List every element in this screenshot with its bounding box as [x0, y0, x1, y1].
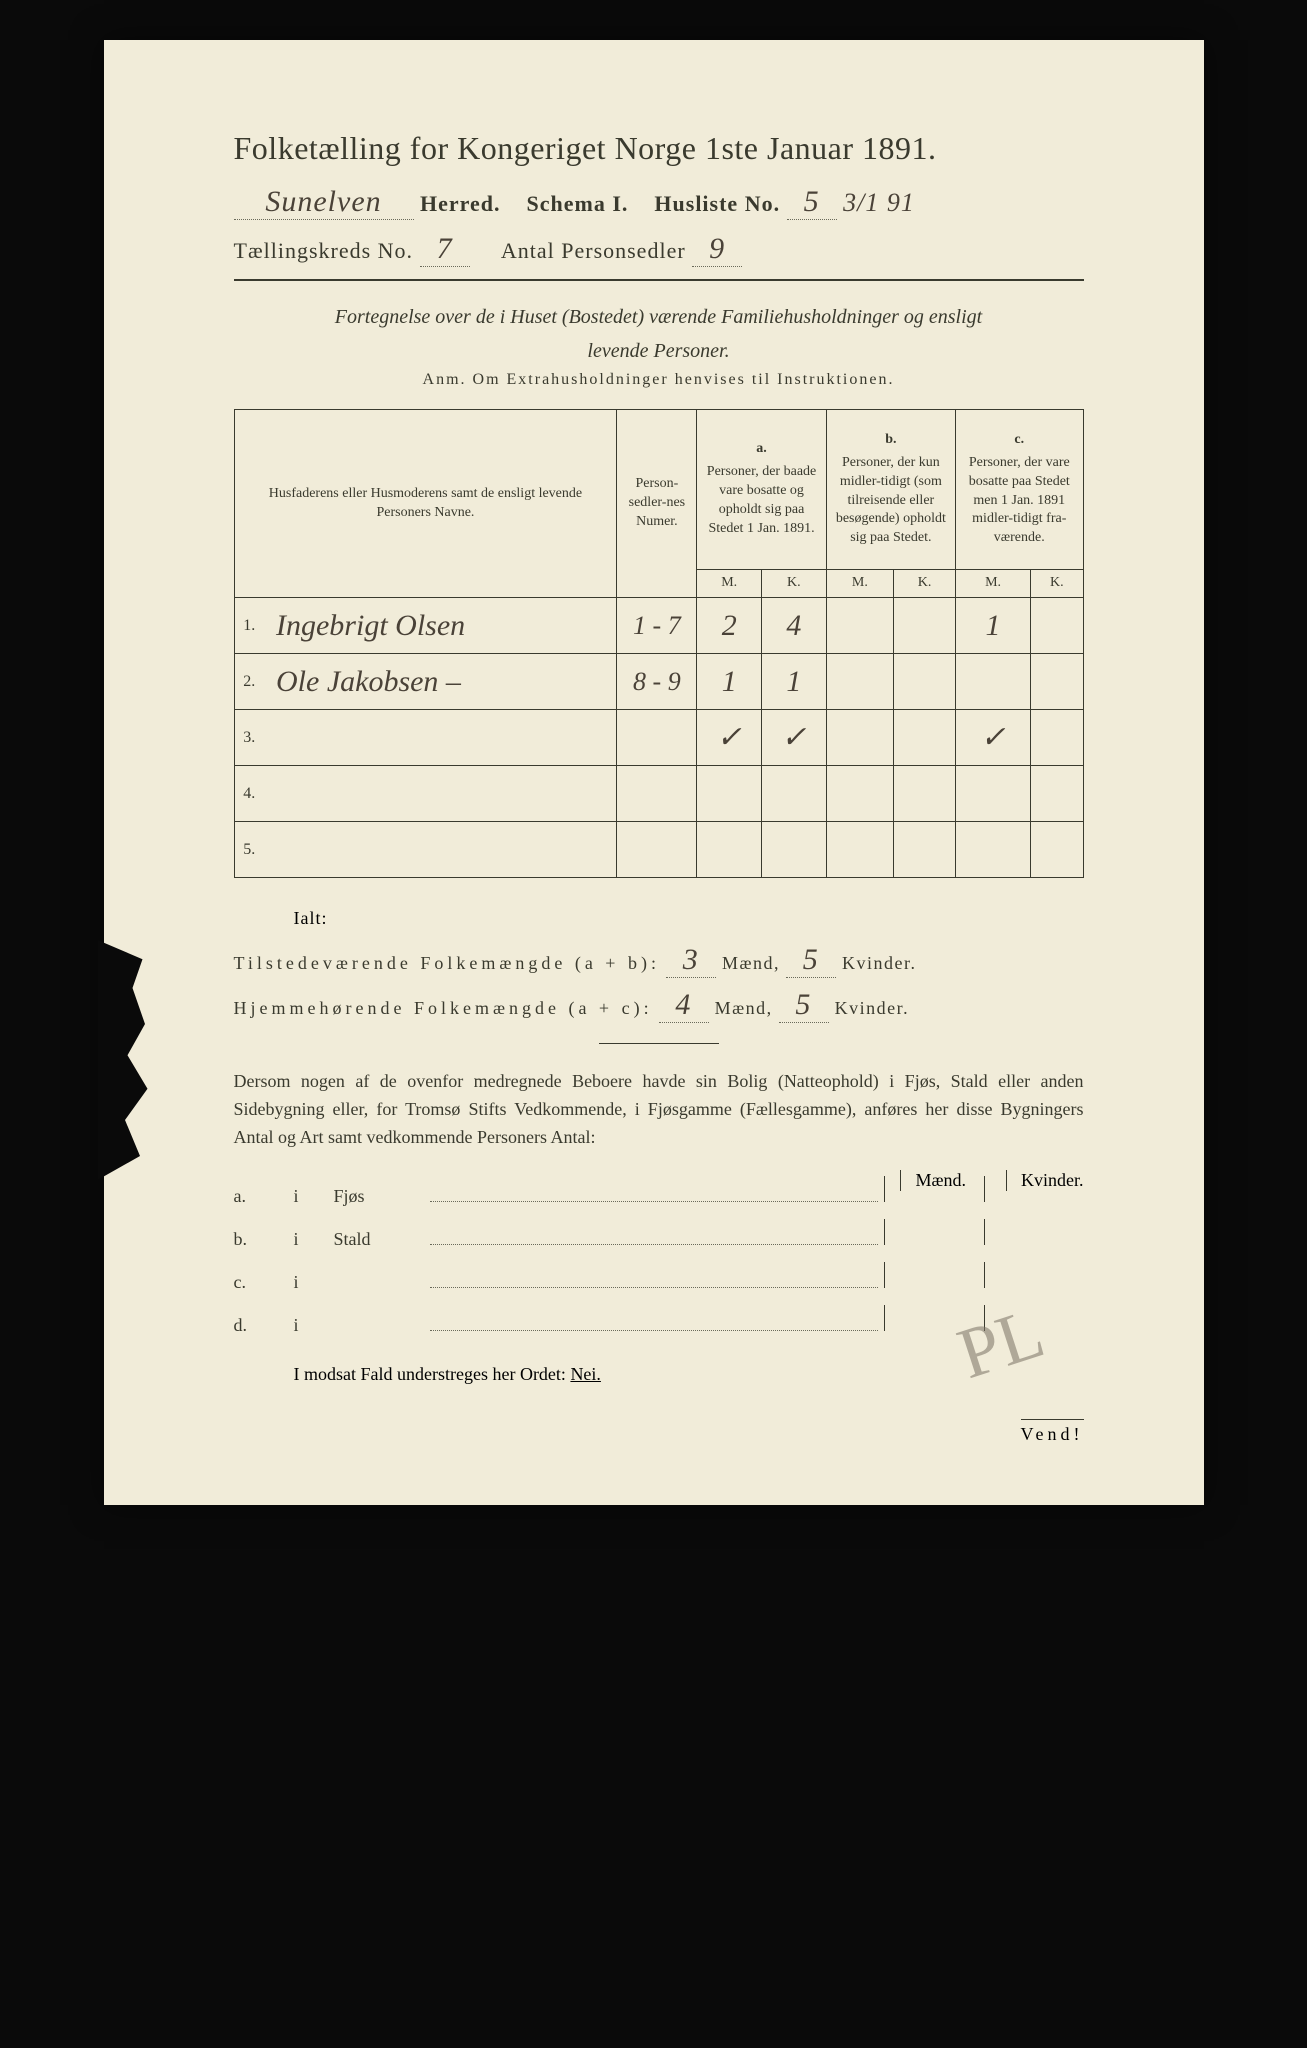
- main-title: Folketælling for Kongeriget Norge 1ste J…: [234, 130, 1084, 167]
- col-b-m: M.: [826, 570, 893, 598]
- person-numer: 1 - 7: [633, 611, 681, 640]
- resident-kvinder: 5: [779, 988, 829, 1023]
- col-b-header: b. Personer, der kun midler-tidigt (som …: [826, 410, 955, 570]
- herred-label: Herred.: [420, 191, 501, 216]
- cell-cM: ✓: [980, 721, 1005, 754]
- bldg-letter: c.: [234, 1272, 294, 1293]
- kreds-label: Tællingskreds No.: [234, 238, 414, 263]
- row-number: 1.: [234, 598, 264, 654]
- bldg-m-cell: [884, 1219, 984, 1245]
- col-c-m: M.: [956, 570, 1031, 598]
- kreds-no: 7: [420, 232, 470, 267]
- row-number: 2.: [234, 654, 264, 710]
- bldg-i: i: [294, 1229, 334, 1250]
- bldg-i: i: [294, 1315, 334, 1336]
- person-numer: 8 - 9: [633, 667, 681, 696]
- cell-aM: 2: [722, 609, 737, 642]
- building-row: b.iStald: [234, 1219, 1084, 1250]
- col-a-header: a. Personer, der baade vare bosatte og o…: [697, 410, 826, 570]
- bldg-m-cell: [884, 1262, 984, 1288]
- bldg-type: Fjøs: [334, 1186, 424, 1207]
- ialt-label: Ialt:: [294, 908, 1084, 929]
- antal-value: 9: [692, 232, 742, 267]
- person-name: Ole Jakobsen –: [276, 665, 461, 698]
- bldg-dots: [430, 1188, 878, 1202]
- herred-line: Sunelven Herred. Schema I. Husliste No. …: [234, 185, 1084, 220]
- bldg-i: i: [294, 1272, 334, 1293]
- table-row: 3. ✓ ✓ ✓: [234, 710, 1083, 766]
- husliste-label: Husliste No.: [654, 191, 780, 216]
- description-line1: Fortegnelse over de i Huset (Bostedet) v…: [234, 303, 1084, 331]
- col-numer-header: Person-sedler-nes Numer.: [617, 410, 697, 598]
- row-number: 4.: [234, 766, 264, 822]
- herred-value: Sunelven: [234, 185, 414, 220]
- vend-label: Vend!: [1021, 1419, 1084, 1445]
- bldg-letter: b.: [234, 1229, 294, 1250]
- bldg-type: Stald: [334, 1229, 424, 1250]
- bldg-i: i: [294, 1186, 334, 1207]
- census-form-page: Folketælling for Kongeriget Norge 1ste J…: [104, 40, 1204, 1505]
- col-b-k: K.: [894, 570, 956, 598]
- row-number: 5.: [234, 822, 264, 878]
- bldg-head-k: Kvinder.: [1006, 1170, 1084, 1191]
- present-kvinder: 5: [786, 943, 836, 978]
- person-name: Ingebrigt Olsen: [276, 609, 465, 642]
- cell-cM: 1: [986, 609, 1001, 642]
- col-a-k: K.: [762, 570, 827, 598]
- description-line2: levende Personer.: [234, 337, 1084, 365]
- schema-label: Schema I.: [527, 191, 629, 216]
- bldg-letter: a.: [234, 1186, 294, 1207]
- nei-word: Nei.: [570, 1364, 601, 1384]
- building-paragraph: Dersom nogen af de ovenfor medregnede Be…: [234, 1068, 1084, 1152]
- cell-aM: 1: [722, 665, 737, 698]
- table-row: 1. Ingebrigt Olsen 1 - 7 2 4 1: [234, 598, 1083, 654]
- table-row: 4.: [234, 766, 1083, 822]
- bldg-dots: [430, 1274, 878, 1288]
- col-c-k: K.: [1031, 570, 1083, 598]
- antal-label: Antal Personsedler: [501, 238, 686, 263]
- bldg-dots: [430, 1231, 878, 1245]
- building-row: c.i: [234, 1262, 1084, 1293]
- table-row: 2. Ole Jakobsen – 8 - 9 1 1: [234, 654, 1083, 710]
- col-a-m: M.: [697, 570, 762, 598]
- col-c-header: c. Personer, der vare bosatte paa Stedet…: [956, 410, 1083, 570]
- table-row: 5.: [234, 822, 1083, 878]
- husliste-date: 3/1 91: [843, 188, 915, 217]
- bldg-head-m: Mænd.: [900, 1170, 966, 1191]
- col-names-header: Husfaderens eller Husmoderens samt de en…: [234, 410, 617, 598]
- total-present-line: Tilstedeværende Folkemængde (a + b): 3 M…: [234, 943, 1084, 978]
- short-divider: [599, 1043, 719, 1044]
- bldg-dots: [430, 1317, 878, 1331]
- row-number: 3.: [234, 710, 264, 766]
- household-table: Husfaderens eller Husmoderens samt de en…: [234, 409, 1084, 878]
- cell-aK: 4: [786, 609, 801, 642]
- anm-note: Anm. Om Extrahusholdninger henvises til …: [234, 371, 1084, 389]
- bldg-k-cell: [984, 1262, 1084, 1288]
- building-block: Mænd. Kvinder. a.iFjøsb.iStaldc.id.i: [234, 1176, 1084, 1336]
- kreds-line: Tællingskreds No. 7 Antal Personsedler 9: [234, 232, 1084, 267]
- divider: [234, 279, 1084, 281]
- total-resident-line: Hjemmehørende Folkemængde (a + c): 4 Mæn…: [234, 988, 1084, 1023]
- resident-maend: 4: [659, 988, 709, 1023]
- present-maend: 3: [666, 943, 716, 978]
- building-head: Mænd. Kvinder.: [900, 1170, 1083, 1191]
- cell-aK: 1: [786, 665, 801, 698]
- cell-aK: ✓: [781, 721, 806, 754]
- husliste-no: 5: [787, 185, 837, 220]
- page-tear: [98, 940, 148, 1180]
- bldg-letter: d.: [234, 1315, 294, 1336]
- bldg-k-cell: [984, 1219, 1084, 1245]
- cell-aM: ✓: [717, 721, 742, 754]
